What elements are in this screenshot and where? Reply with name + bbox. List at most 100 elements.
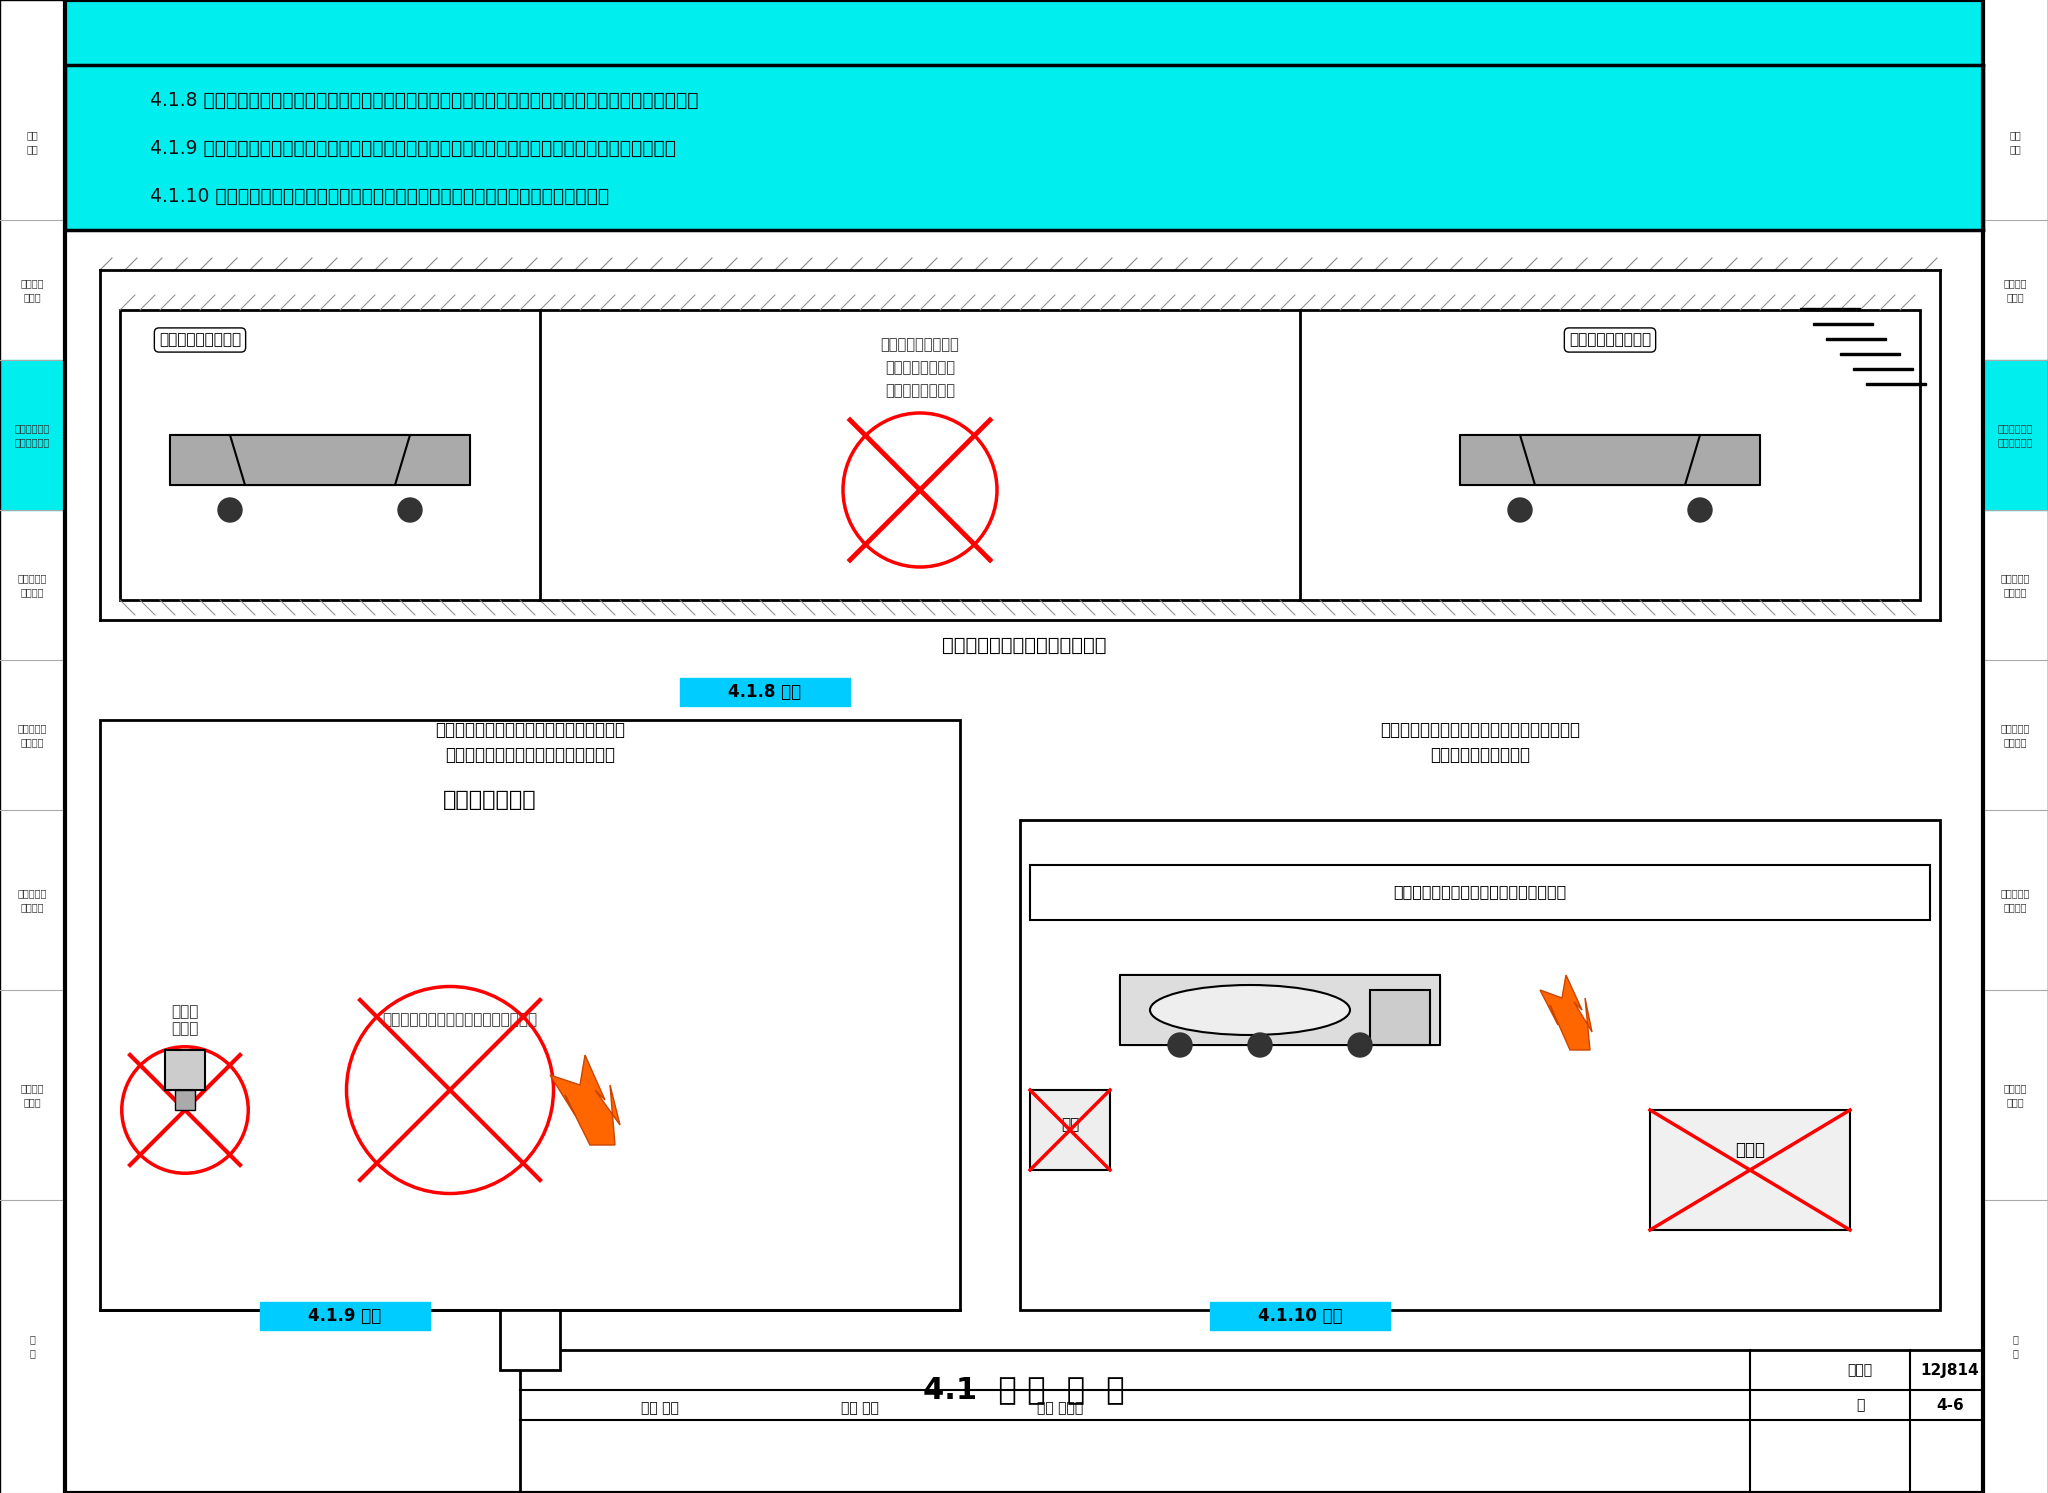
Bar [1210,1302,1391,1330]
Text: 气: 气 [29,1348,35,1359]
Text: 总和平面布局: 总和平面布局 [14,437,49,446]
Bar [174,1090,195,1109]
Text: 4.1  一 般  规  定: 4.1 一 般 规 定 [924,1375,1124,1405]
Circle shape [1507,499,1532,523]
Text: 灭火设施: 灭火设施 [20,902,43,912]
Text: 4.1.8 图示: 4.1.8 图示 [729,682,801,702]
Text: 4.1.10 停放易燃液体、液化石油气罐车的汽车库内，不得设置地下室和地沟。【图示】: 4.1.10 停放易燃液体、液化石油气罐车的汽车库内，不得设置地下室和地沟。【图… [150,187,608,206]
Polygon shape [1540,975,1591,1050]
Text: 不得设置地下室和地沟: 不得设置地下室和地沟 [1430,746,1530,764]
Text: 供暖通风: 供暖通风 [20,1082,43,1093]
Polygon shape [1520,434,1700,485]
Text: 电: 电 [2011,1335,2017,1345]
Text: 地下室: 地下室 [1735,1141,1765,1159]
Bar [1651,1109,1849,1230]
Text: 建筑构造: 建筑构造 [2003,587,2028,597]
Text: 和排烟: 和排烟 [23,1097,41,1106]
Text: 停放易燃液体、液化石油气罐车的汽车库内，: 停放易燃液体、液化石油气罐车的汽车库内， [1380,721,1579,739]
Text: 消防给水和: 消防给水和 [16,888,47,897]
Text: 设计 焦冀曾: 设计 焦冀曾 [1036,1400,1083,1415]
Bar [1800,308,1860,311]
Text: 4.1.8 地下、半地下汽车库内不应设置修理车位、喷漆间、充电间、乙炅间和甲、乙类物品库房。【图示】: 4.1.8 地下、半地下汽车库内不应设置修理车位、喷漆间、充电间、乙炅间和甲、乙… [150,91,698,109]
Text: 总和平面布局: 总和平面布局 [1997,423,2032,433]
Text: 汽油罐、液化石油气或液化天然气储罐: 汽油罐、液化石油气或液化天然气储罐 [383,1012,537,1027]
Text: 建筑构造: 建筑构造 [20,587,43,597]
Text: 总和平面布局: 总和平面布局 [1997,437,2032,446]
Polygon shape [229,434,410,485]
Text: 耐火等级: 耐火等级 [20,278,43,288]
Bar [1020,820,1939,1309]
Circle shape [1247,1033,1272,1057]
Text: 总术: 总术 [27,130,37,140]
Text: 汽车库、修车库: 汽车库、修车库 [442,790,537,811]
Text: 气: 气 [2011,1348,2017,1359]
Text: 图集号: 图集号 [1847,1363,1872,1377]
Text: 4.1.10 图示: 4.1.10 图示 [1257,1306,1341,1324]
Text: 供暖通风: 供暖通风 [2003,1082,2028,1093]
Bar [1839,352,1901,355]
Text: 校对 胡波: 校对 胡波 [842,1400,879,1415]
Text: 4.1.9 汽车库和修车库内不应设置汽油罐、加油机、液化石油气或液化天然气储罐、加气机。【图示】: 4.1.9 汽车库和修车库内不应设置汽油罐、加油机、液化石油气或液化天然气储罐、… [150,139,676,157]
Text: 安全疏散和: 安全疏散和 [16,723,47,733]
Bar [1853,367,1913,370]
Bar [66,0,1982,230]
Text: 修理车位、充电间、: 修理车位、充电间、 [881,337,958,352]
Text: 总和平面布局: 总和平面布局 [14,423,49,433]
Text: 则语: 则语 [2009,145,2021,154]
Text: 地下、半地下汽车库剂面示意图: 地下、半地下汽车库剂面示意图 [942,636,1106,654]
Text: 分类和: 分类和 [23,293,41,302]
Text: 喷漆间、乙炔间、: 喷漆间、乙炔间、 [885,360,954,376]
Bar [1370,990,1430,1045]
Bar [0,360,66,511]
Text: 总术: 总术 [2009,130,2021,140]
Text: 救援设施: 救援设施 [20,738,43,746]
Text: 停放易燃液体、液化石油气罐车的汽车库: 停放易燃液体、液化石油气罐车的汽车库 [1393,884,1567,899]
Bar [1982,360,2048,511]
Text: 消防给水和: 消防给水和 [2001,888,2030,897]
Text: 电: 电 [29,1335,35,1345]
Circle shape [397,499,422,523]
Text: 救援设施: 救援设施 [2003,738,2028,746]
FancyBboxPatch shape [170,434,471,485]
FancyBboxPatch shape [1460,434,1759,485]
Bar [260,1302,430,1330]
Text: 防火分隔和: 防火分隔和 [2001,573,2030,582]
Bar [520,1350,1982,1493]
Text: 耐火等级: 耐火等级 [2003,278,2028,288]
Text: 页: 页 [1855,1397,1864,1412]
Text: 灭火设施: 灭火设施 [2003,902,2028,912]
Bar [1866,384,1925,385]
Text: 甲、乙类物品库房: 甲、乙类物品库房 [885,384,954,399]
Bar [1982,0,2048,1493]
Text: 和排烟: 和排烟 [2007,1097,2023,1106]
Text: 审核 曾杰: 审核 曾杰 [641,1400,680,1415]
Circle shape [217,499,242,523]
Bar [0,0,66,1493]
Bar [121,311,1921,600]
Bar [100,720,961,1309]
Circle shape [1688,499,1712,523]
Text: 液化石油气或液化天然气储罐、加气机: 液化石油气或液化天然气储罐、加气机 [444,746,614,764]
Bar [1030,864,1929,920]
Text: 地下、半地下汽车库: 地下、半地下汽车库 [160,333,242,348]
Bar [1812,322,1874,325]
Bar [1827,337,1886,340]
Text: 汽车库和修车库内不应设置汽油罐、加油机: 汽车库和修车库内不应设置汽油罐、加油机 [434,721,625,739]
Ellipse shape [1151,985,1350,1035]
Text: 加油机
加气机: 加油机 加气机 [172,1003,199,1036]
Polygon shape [551,1056,621,1145]
Text: 防火分隔和: 防火分隔和 [16,573,47,582]
Text: 地下、半地下汽车库: 地下、半地下汽车库 [1569,333,1651,348]
Bar [166,1050,205,1090]
Bar [1030,1090,1110,1171]
Bar [500,1309,559,1371]
Text: 分类和: 分类和 [2007,293,2023,302]
Text: 12J814: 12J814 [1921,1363,1978,1378]
Circle shape [1348,1033,1372,1057]
Text: 地沟: 地沟 [1061,1117,1079,1133]
Circle shape [1167,1033,1192,1057]
Bar [680,678,850,706]
Text: 4-6: 4-6 [1935,1397,1964,1412]
Text: 则语: 则语 [27,145,37,154]
Text: 4.1.9 图示: 4.1.9 图示 [309,1306,381,1324]
